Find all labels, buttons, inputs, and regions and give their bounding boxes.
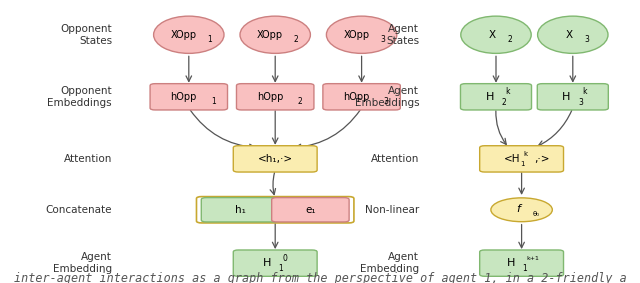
Text: <h₁,·>: <h₁,·> (258, 154, 292, 164)
Text: Opponent
States: Opponent States (60, 24, 112, 46)
Text: h₁: h₁ (235, 205, 245, 215)
FancyBboxPatch shape (480, 250, 564, 276)
Text: k: k (524, 151, 527, 157)
Ellipse shape (240, 16, 310, 53)
Ellipse shape (461, 16, 531, 53)
Text: f: f (516, 204, 520, 214)
FancyBboxPatch shape (323, 84, 401, 110)
Text: H: H (485, 92, 494, 102)
Ellipse shape (154, 16, 224, 53)
Ellipse shape (326, 16, 397, 53)
Text: Opponent
Embeddings: Opponent Embeddings (47, 86, 112, 108)
FancyBboxPatch shape (234, 250, 317, 276)
Text: k+1: k+1 (527, 256, 540, 261)
Text: 2: 2 (508, 35, 513, 44)
Text: Agent
Embedding: Agent Embedding (360, 252, 419, 274)
Ellipse shape (538, 16, 608, 53)
Text: 3: 3 (578, 98, 583, 107)
Text: 1: 1 (522, 264, 527, 273)
FancyBboxPatch shape (201, 198, 279, 222)
Text: 1: 1 (520, 161, 525, 167)
Text: Agent
Embeddings: Agent Embeddings (355, 86, 419, 108)
Text: Non-linear: Non-linear (365, 205, 419, 215)
Text: Agent
States: Agent States (386, 24, 419, 46)
Text: hOpp: hOpp (170, 92, 197, 102)
Text: XOpp: XOpp (257, 30, 283, 40)
Text: Agent
Embedding: Agent Embedding (53, 252, 112, 274)
Text: 2: 2 (294, 35, 299, 44)
Text: k: k (582, 87, 587, 96)
Text: k: k (505, 87, 510, 96)
Circle shape (491, 198, 552, 222)
Text: XOpp: XOpp (171, 30, 196, 40)
Text: H: H (562, 92, 571, 102)
Text: <H: <H (504, 154, 520, 164)
Text: X: X (488, 30, 496, 40)
Text: Attention: Attention (63, 154, 112, 164)
Text: e₁: e₁ (305, 205, 316, 215)
Text: inter-agent interactions as a graph from the perspective of agent 1, in a 2-frie: inter-agent interactions as a graph from… (13, 271, 627, 283)
FancyBboxPatch shape (480, 146, 564, 172)
Text: 2: 2 (501, 98, 506, 107)
FancyBboxPatch shape (150, 84, 228, 110)
FancyBboxPatch shape (272, 198, 349, 222)
Text: 3: 3 (383, 97, 388, 106)
Text: Attention: Attention (371, 154, 419, 164)
Text: 1: 1 (211, 97, 216, 106)
Text: H: H (507, 258, 516, 268)
Text: 1: 1 (278, 264, 283, 273)
Text: 0: 0 (282, 254, 287, 263)
Text: hOpp: hOpp (343, 92, 370, 102)
Text: 3: 3 (584, 35, 589, 44)
Text: 3: 3 (380, 35, 385, 44)
Text: 1: 1 (207, 35, 212, 44)
Text: hOpp: hOpp (257, 92, 284, 102)
Text: 2: 2 (297, 97, 302, 106)
FancyBboxPatch shape (237, 84, 314, 110)
Text: Concatenate: Concatenate (45, 205, 112, 215)
Text: X: X (565, 30, 573, 40)
FancyBboxPatch shape (461, 84, 531, 110)
Text: ,·>: ,·> (534, 154, 550, 164)
Text: H: H (263, 258, 272, 268)
Text: XOpp: XOpp (344, 30, 369, 40)
FancyBboxPatch shape (538, 84, 609, 110)
FancyBboxPatch shape (234, 146, 317, 172)
Text: θ₀: θ₀ (532, 211, 539, 217)
